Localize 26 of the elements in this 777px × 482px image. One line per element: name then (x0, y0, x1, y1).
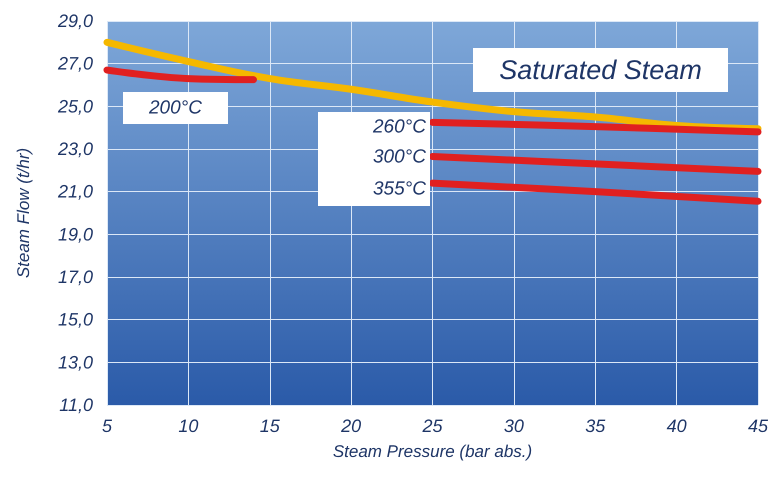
x-axis-title: Steam Pressure (bar abs.) (332, 442, 532, 461)
x-tick-label: 15 (260, 416, 281, 436)
x-tick-label: 10 (178, 416, 198, 436)
series-label: Saturated Steam (499, 55, 702, 85)
series-label: 300°C (372, 146, 426, 168)
y-tick-label: 25,0 (56, 96, 93, 116)
y-tick-label: 13,0 (58, 352, 93, 372)
y-tick-label: 27,0 (56, 54, 93, 74)
y-tick-label: 15,0 (58, 310, 93, 330)
x-tick-label: 35 (585, 416, 606, 436)
x-tick-label: 20 (340, 416, 362, 436)
y-axis-title: Steam Flow (t/hr) (14, 148, 33, 278)
series-label: 200°C (148, 98, 202, 118)
series-label: 355°C (372, 178, 426, 200)
x-tick-label: 25 (421, 416, 444, 436)
x-tick-label: 45 (748, 416, 769, 436)
y-tick-label: 11,0 (59, 395, 93, 415)
series-label: 260°C (372, 116, 426, 138)
y-tick-label: 29,0 (56, 11, 93, 31)
y-tick-label: 21,0 (56, 182, 93, 202)
y-tick-label: 23,0 (56, 139, 93, 159)
x-tick-label: 30 (504, 416, 524, 436)
y-tick-label: 17,0 (58, 267, 93, 287)
x-tick-label: 40 (666, 416, 687, 436)
y-tick-label: 19,0 (58, 224, 93, 244)
x-tick-label: 5 (102, 416, 113, 436)
